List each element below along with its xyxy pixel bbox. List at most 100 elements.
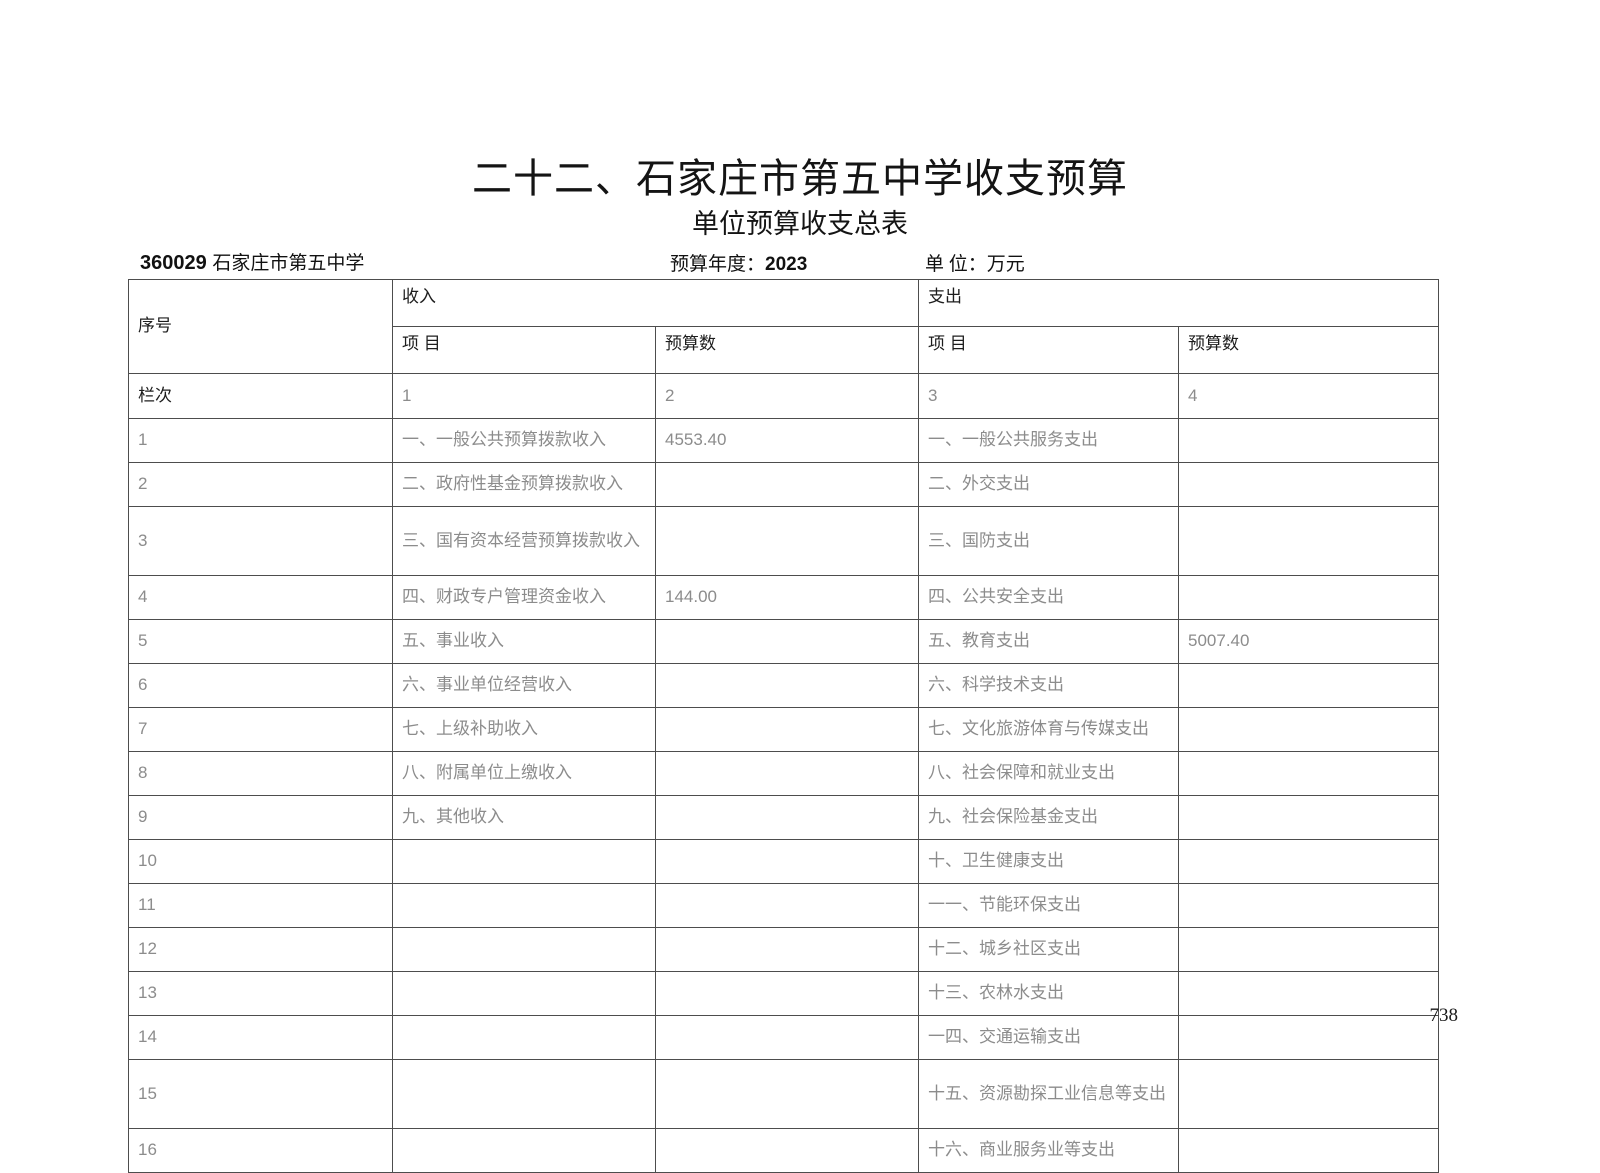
- table-row: 7 七、上级补助收入 七、文化旅游体育与传媒支出: [128, 707, 1439, 752]
- row-income-amount: [655, 707, 919, 752]
- row-income-amount: [655, 795, 919, 840]
- table-header-sub-row: 项 目 预算数 项 目 预算数: [129, 326, 1439, 374]
- row-expend-amount: [1178, 707, 1439, 752]
- row-income-item: [392, 1015, 656, 1060]
- row-expend-item: 四、公共安全支出: [918, 575, 1179, 620]
- row-income-item: [392, 839, 656, 884]
- unit-name: 石家庄市第五中学: [212, 253, 365, 274]
- row-seq: 13: [128, 971, 393, 1016]
- row-expend-amount: [1178, 506, 1439, 576]
- document-meta: 360029 石家庄市第五中学 预算年度：2023 单 位：万元: [140, 248, 1440, 276]
- row-expend-item: 十二、城乡社区支出: [918, 927, 1179, 972]
- budget-year-label: 预算年度：: [670, 254, 766, 275]
- row-expend-item: 三、国防支出: [918, 506, 1179, 576]
- budget-year: 预算年度：2023: [670, 249, 807, 276]
- table-row: 5 五、事业收入 五、教育支出 5007.40: [128, 619, 1439, 664]
- row-income-item: [392, 927, 656, 972]
- row-income-amount: [655, 462, 919, 507]
- row-seq: 16: [128, 1128, 393, 1173]
- row-expend-item: 八、社会保障和就业支出: [918, 751, 1179, 796]
- row-income-amount: [655, 663, 919, 708]
- row-income-item: [392, 1128, 656, 1173]
- row-expend-amount: [1178, 795, 1439, 840]
- row-income-item: [392, 1059, 656, 1129]
- row-seq: 1: [128, 418, 393, 463]
- row-income-item: [392, 883, 656, 928]
- row-income-amount: 144.00: [655, 575, 919, 620]
- row-expend-item: 一、一般公共服务支出: [918, 418, 1179, 463]
- row-expend-item: 六、科学技术支出: [918, 663, 1179, 708]
- row-income-item: 二、政府性基金预算拨款收入: [392, 462, 656, 507]
- row-income-item: 六、事业单位经营收入: [392, 663, 656, 708]
- row-expend-item: 七、文化旅游体育与传媒支出: [918, 707, 1179, 752]
- colnum-4: 4: [1178, 373, 1439, 419]
- row-income-amount: [655, 971, 919, 1016]
- colnum-label: 栏次: [128, 373, 393, 419]
- row-income-item: 四、财政专户管理资金收入: [392, 575, 656, 620]
- row-expend-amount: [1178, 1059, 1439, 1129]
- table-row: 13 十三、农林水支出: [128, 971, 1439, 1016]
- table-colnum-row: 栏次 1 2 3 4: [128, 373, 1439, 419]
- row-seq: 4: [128, 575, 393, 620]
- header-expend-item: 项 目: [918, 326, 1179, 374]
- row-seq: 2: [128, 462, 393, 507]
- row-seq: 9: [128, 795, 393, 840]
- row-seq: 7: [128, 707, 393, 752]
- row-seq: 10: [128, 839, 393, 884]
- table-row: 15 十五、资源勘探工业信息等支出: [128, 1059, 1439, 1129]
- row-expend-amount: [1178, 883, 1439, 928]
- row-expend-amount: [1178, 1128, 1439, 1173]
- header-seq: 序号: [128, 279, 393, 374]
- row-income-amount: [655, 751, 919, 796]
- table-row: 9 九、其他收入 九、社会保险基金支出: [128, 795, 1439, 840]
- row-expend-item: 十、卫生健康支出: [918, 839, 1179, 884]
- header-income-item: 项 目: [392, 326, 656, 374]
- row-income-amount: [655, 1128, 919, 1173]
- colnum-2: 2: [655, 373, 919, 419]
- row-seq: 3: [128, 506, 393, 576]
- row-income-item: 九、其他收入: [392, 795, 656, 840]
- table-row: 16 十六、商业服务业等支出: [128, 1128, 1439, 1173]
- row-income-item: 一、一般公共预算拨款收入: [392, 418, 656, 463]
- row-expend-item: 十五、资源勘探工业信息等支出: [918, 1059, 1179, 1129]
- header-expend-group: 支出: [918, 279, 1439, 327]
- row-seq: 5: [128, 619, 393, 664]
- row-seq: 14: [128, 1015, 393, 1060]
- table-row: 11 一一、节能环保支出: [128, 883, 1439, 928]
- row-expend-item: 十三、农林水支出: [918, 971, 1179, 1016]
- row-expend-amount: [1178, 839, 1439, 884]
- row-expend-item: 二、外交支出: [918, 462, 1179, 507]
- row-expend-item: 十六、商业服务业等支出: [918, 1128, 1179, 1173]
- budget-table: 序号 收入 支出 项 目 预算数 项 目 预算数 栏次 1 2 3 4 1 一、…: [128, 279, 1439, 1173]
- row-expend-amount: [1178, 462, 1439, 507]
- budget-year-value: 2023: [765, 254, 808, 275]
- row-income-amount: [655, 619, 919, 664]
- row-income-amount: 4553.40: [655, 418, 919, 463]
- row-seq: 12: [128, 927, 393, 972]
- table-row: 8 八、附属单位上缴收入 八、社会保障和就业支出: [128, 751, 1439, 796]
- row-seq: 15: [128, 1059, 393, 1129]
- row-seq: 11: [128, 883, 393, 928]
- row-income-amount: [655, 1015, 919, 1060]
- row-income-amount: [655, 506, 919, 576]
- row-expend-amount: [1178, 1015, 1439, 1060]
- row-expend-amount: [1178, 663, 1439, 708]
- amount-unit: 单 位：万元: [925, 254, 1025, 275]
- budget-table-body: 序号 收入 支出 项 目 预算数 项 目 预算数 栏次 1 2 3 4 1 一、…: [128, 279, 1439, 1173]
- header-income-amount: 预算数: [655, 326, 919, 374]
- table-row: 6 六、事业单位经营收入 六、科学技术支出: [128, 663, 1439, 708]
- row-expend-item: 九、社会保险基金支出: [918, 795, 1179, 840]
- row-income-amount: [655, 839, 919, 884]
- page-number: 738: [1429, 1005, 1459, 1026]
- row-expend-item: 一四、交通运输支出: [918, 1015, 1179, 1060]
- row-income-amount: [655, 883, 919, 928]
- header-income-group: 收入: [392, 279, 919, 327]
- row-income-amount: [655, 1059, 919, 1129]
- row-expend-amount: [1178, 751, 1439, 796]
- row-expend-amount: [1178, 927, 1439, 972]
- header-expend-amount: 预算数: [1178, 326, 1439, 374]
- table-row: 12 十二、城乡社区支出: [128, 927, 1439, 972]
- row-income-item: 五、事业收入: [392, 619, 656, 664]
- row-expend-amount: [1178, 575, 1439, 620]
- page-subtitle: 单位预算收支总表: [692, 209, 908, 239]
